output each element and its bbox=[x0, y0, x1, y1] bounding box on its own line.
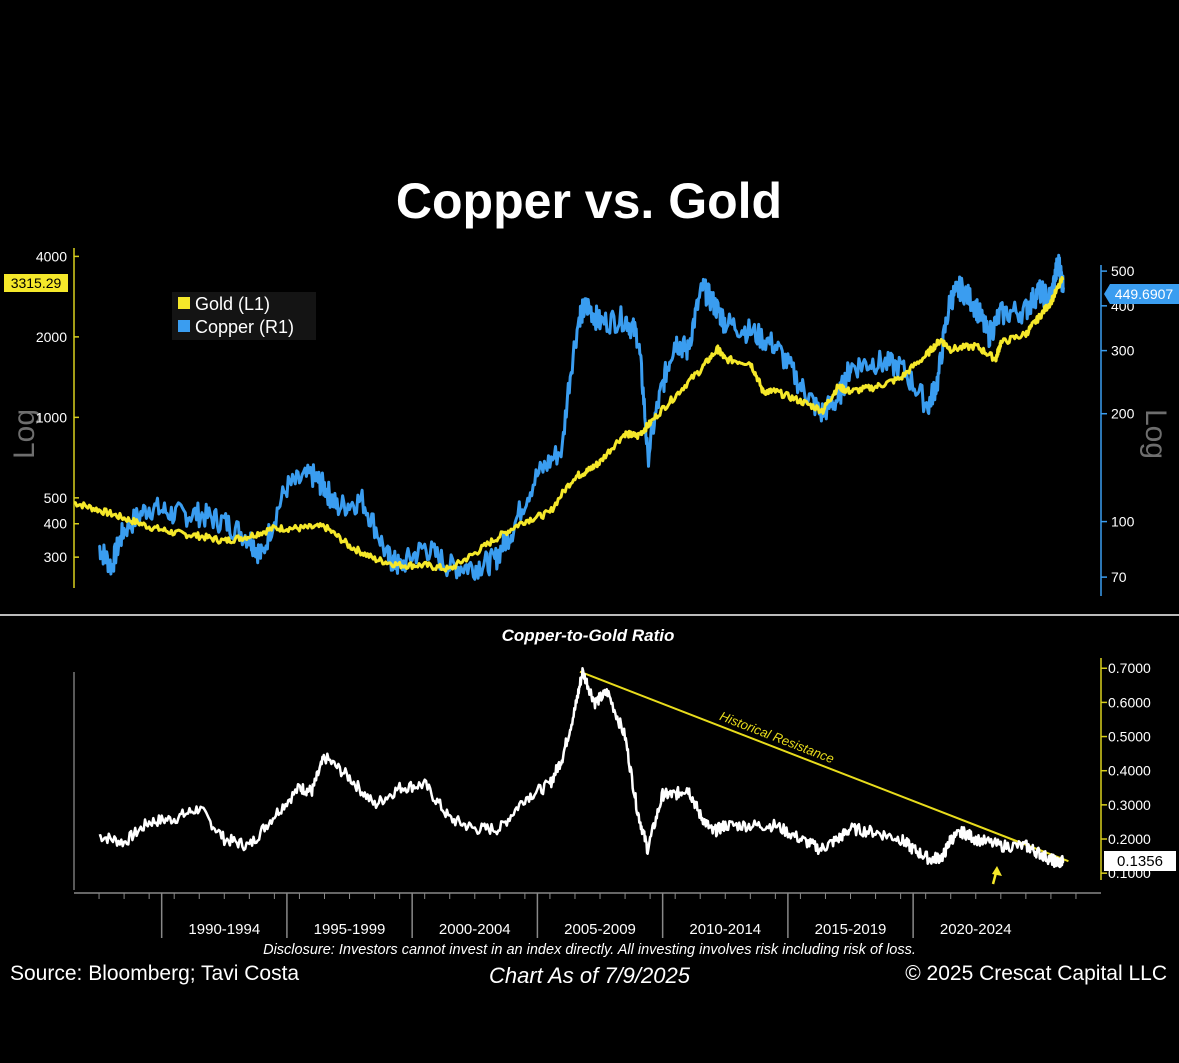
x-tick-label: 1995-1999 bbox=[314, 921, 386, 938]
x-tick-label: 2020-2024 bbox=[940, 921, 1012, 938]
ratio-series-line bbox=[98, 667, 1065, 869]
left-tick-label: 4000 bbox=[36, 248, 67, 264]
ratio-tick-label: 0.4000 bbox=[1108, 763, 1151, 779]
source-text: Source: Bloomberg; Tavi Costa bbox=[10, 962, 300, 985]
left-tick-label: 2000 bbox=[36, 329, 67, 345]
left-axis-label: Log bbox=[8, 409, 41, 459]
ratio-arrow-icon bbox=[991, 866, 1002, 885]
x-tick-label: 2010-2014 bbox=[689, 921, 761, 938]
right-tick-label: 70 bbox=[1111, 569, 1127, 585]
gold-series-line bbox=[73, 275, 1065, 573]
historical-resistance-line bbox=[579, 670, 1069, 863]
left-tick-label: 300 bbox=[44, 549, 68, 565]
as-of-text: Chart As of 7/9/2025 bbox=[489, 963, 690, 988]
historical-resistance-label: Historical Resistance bbox=[718, 708, 837, 766]
right-tick-label: 200 bbox=[1111, 406, 1135, 422]
x-tick-label: 2000-2004 bbox=[439, 921, 511, 938]
legend: Gold (L1) Copper (R1) bbox=[172, 292, 316, 340]
ratio-tick-label: 0.2000 bbox=[1108, 831, 1151, 847]
ratio-panel-title: Copper-to-Gold Ratio bbox=[502, 626, 675, 645]
legend-gold-label: Gold (L1) bbox=[195, 294, 270, 314]
right-tick-label: 300 bbox=[1111, 343, 1135, 359]
legend-copper-swatch bbox=[178, 320, 190, 332]
x-tick-label: 1990-1994 bbox=[188, 921, 260, 938]
left-tick-label: 400 bbox=[44, 516, 68, 532]
disclosure-text: Disclosure: Investors cannot invest in a… bbox=[263, 942, 916, 958]
left-axis-ticks: 300 400 500 1000 2000 4000 bbox=[36, 248, 79, 565]
right-tick-label: 100 bbox=[1111, 514, 1135, 530]
legend-copper-label: Copper (R1) bbox=[195, 317, 294, 337]
ratio-axis-ticks: 0.10000.20000.30000.40000.50000.60000.70… bbox=[1101, 660, 1151, 881]
x-tick-label: 2005-2009 bbox=[564, 921, 636, 938]
gold-last-value-tag: 3315.29 bbox=[4, 274, 68, 292]
ratio-last-value: 0.1356 bbox=[1117, 853, 1163, 870]
x-tick-label: 2015-2019 bbox=[815, 921, 887, 938]
left-tick-label: 500 bbox=[44, 490, 68, 506]
copper-series-line bbox=[97, 253, 1065, 581]
ratio-last-value-tag: 0.1356 bbox=[1104, 851, 1176, 871]
ratio-tick-label: 0.5000 bbox=[1108, 729, 1151, 745]
left-tick-label: 1000 bbox=[36, 409, 67, 425]
ratio-tick-label: 0.3000 bbox=[1108, 797, 1151, 813]
right-axis-label: Log bbox=[1139, 409, 1172, 459]
x-axis-ticks: 1990-1994 1995-1999 2000-2004 2005-2009 2010… bbox=[98, 893, 1077, 938]
ratio-tick-label: 0.7000 bbox=[1108, 660, 1151, 676]
ratio-tick-label: 0.6000 bbox=[1108, 694, 1151, 710]
chart-title: Copper vs. Gold bbox=[396, 173, 782, 229]
copper-last-value: 449.6907 bbox=[1115, 286, 1174, 302]
right-tick-label: 500 bbox=[1111, 263, 1135, 279]
gold-last-value: 3315.29 bbox=[11, 275, 62, 291]
copper-last-value-tag: 449.6907 bbox=[1104, 284, 1179, 304]
legend-gold-swatch bbox=[178, 297, 190, 309]
copyright-text: © 2025 Crescat Capital LLC bbox=[905, 962, 1167, 985]
